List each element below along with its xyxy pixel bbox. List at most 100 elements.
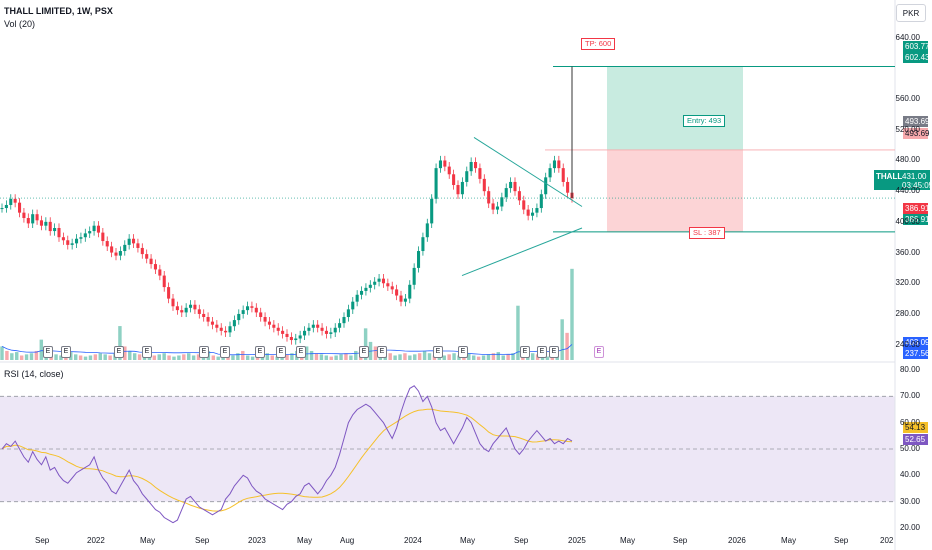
volume-bar (422, 350, 427, 360)
time-tick: May (140, 536, 156, 545)
candle-body (215, 324, 219, 328)
candle-body (311, 324, 315, 328)
candle-body (500, 197, 504, 207)
candle-body (110, 246, 114, 253)
price-tick: 480.00 (895, 155, 920, 165)
candle-body (254, 307, 258, 313)
time-tick: May (781, 536, 797, 545)
candle-body (149, 258, 153, 265)
candle-body (9, 198, 13, 205)
earnings-marker: E (199, 346, 209, 358)
candle-body (399, 295, 403, 302)
volume-bar (506, 354, 510, 360)
candle-body (517, 191, 521, 201)
candle-body (351, 301, 355, 310)
candle-body (460, 181, 464, 195)
candle-body (531, 212, 535, 216)
candle-body (320, 327, 324, 331)
time-tick: 2024 (404, 536, 422, 545)
volume-bar (73, 354, 78, 360)
candle-body (390, 286, 394, 290)
price-tick: 280.00 (895, 308, 920, 318)
candle-body (26, 218, 30, 224)
entry-annotation[interactable]: Entry: 493 (683, 115, 726, 127)
volume-bar (403, 353, 407, 360)
volume-bar (245, 355, 250, 360)
candle-body (232, 320, 236, 327)
candle-body (408, 284, 412, 299)
candle-body (469, 162, 473, 172)
volume-bar (530, 353, 535, 360)
chart-title: THALL LIMITED, 1W, PSX (4, 6, 113, 16)
price-tick: 440.00 (895, 186, 920, 196)
candle-body (552, 160, 556, 169)
rsi-tick: 70.00 (899, 391, 920, 401)
price-tick: 400.00 (895, 216, 920, 226)
candle-body (491, 203, 495, 210)
price-label-entry-b: 493.69 (903, 128, 930, 139)
candle-body (412, 267, 416, 285)
volume-bar (270, 355, 274, 360)
volume-bar (108, 355, 112, 360)
volume-bar (285, 354, 289, 360)
candle-body (487, 191, 491, 204)
price-label-sl-a: 386.91 (903, 203, 930, 214)
candle-body (539, 194, 543, 209)
candle-body (303, 330, 307, 336)
volume-bar (103, 354, 107, 360)
volume-bar (152, 355, 157, 360)
candle-body (434, 168, 438, 199)
sl-annotation[interactable]: SL : 387 (689, 227, 725, 239)
candle-body (333, 327, 337, 333)
volume-bar (354, 350, 358, 360)
earnings-marker: E (43, 346, 53, 358)
volume-bar (34, 350, 39, 360)
volume-bar (501, 355, 505, 360)
candle-body (329, 332, 333, 334)
candle-body (70, 243, 74, 245)
currency-button[interactable]: PKR (896, 4, 926, 22)
rsi-tick: 60.00 (899, 417, 920, 427)
volume-bar (231, 355, 235, 360)
candle-body (561, 168, 565, 182)
candle-body (101, 232, 105, 242)
earnings-marker: E (296, 346, 306, 358)
volume-bar (187, 353, 191, 360)
candle-body (39, 220, 43, 226)
candle-body (75, 238, 79, 244)
candle-body (522, 200, 526, 210)
volume-bar (545, 356, 550, 360)
candle-body (22, 212, 26, 219)
volume-bar (123, 346, 127, 360)
time-tick: May (620, 536, 636, 545)
volume-bar (388, 353, 392, 360)
candle-body (267, 321, 271, 325)
volume-bar (128, 350, 132, 360)
position-zones-layer (607, 66, 743, 232)
earnings-marker: E (520, 346, 530, 358)
volume-bar (177, 355, 181, 360)
time-tick: 2023 (248, 536, 266, 545)
earnings-marker: E (276, 346, 286, 358)
levels-layer (0, 66, 895, 277)
volume-bar (118, 326, 122, 360)
grid-layer (0, 0, 896, 550)
candle-body (452, 174, 456, 186)
price-tick: 320.00 (895, 278, 920, 288)
time-tick: Sep (673, 536, 688, 545)
candle-body (430, 198, 434, 224)
time-tick: Sep (514, 536, 529, 545)
volume-bar (250, 356, 255, 360)
time-tick: Sep (834, 536, 849, 545)
candle-body (210, 321, 214, 325)
trendline-lower (461, 227, 583, 277)
tp-annotation[interactable]: TP: 600 (581, 38, 616, 50)
candle-body (189, 304, 193, 308)
candle-body (338, 323, 342, 328)
candle-body (61, 237, 65, 241)
earnings-marker: E (549, 346, 559, 358)
volume-bar (452, 353, 456, 360)
volume-bar (344, 353, 348, 360)
candle-body (465, 171, 469, 182)
volume-bar (78, 355, 83, 360)
